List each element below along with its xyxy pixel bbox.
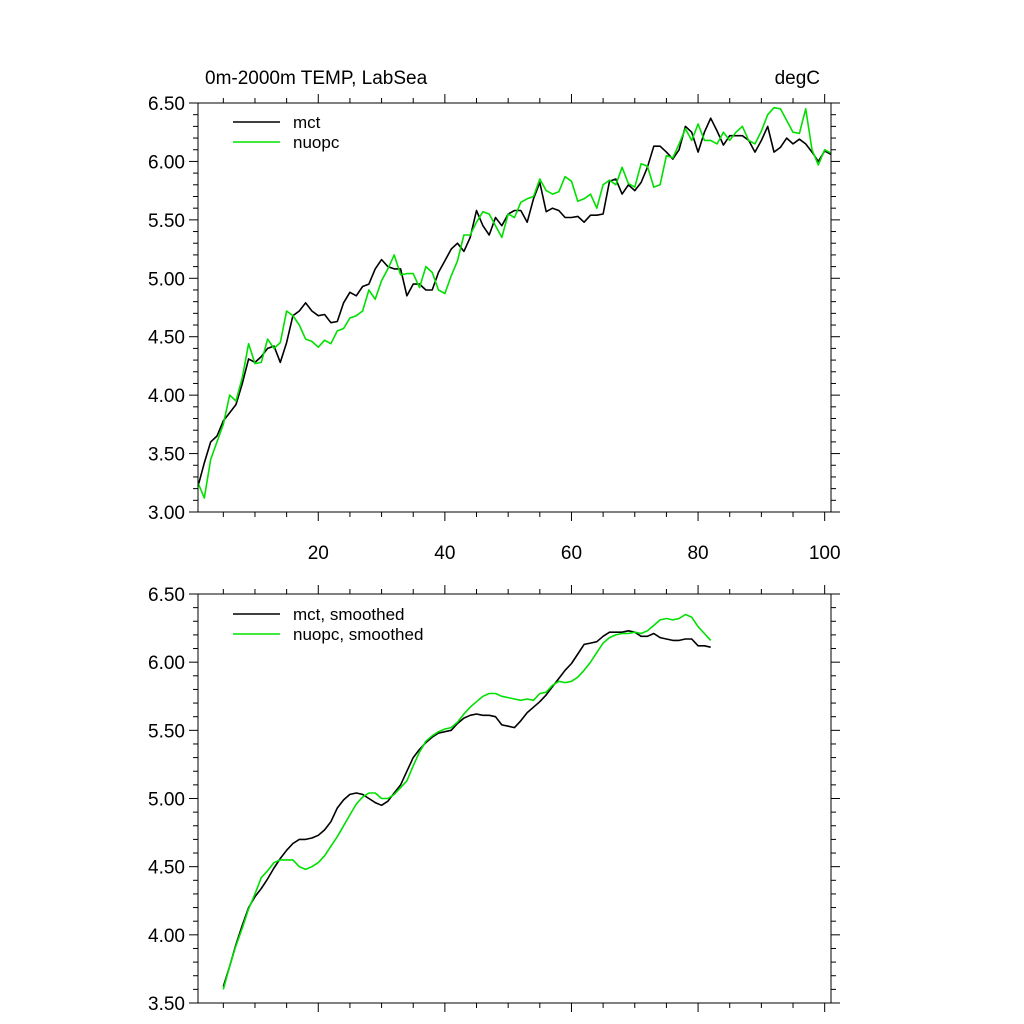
axis-tick-labels: 3.00 3.50 4.00 4.50 5.00 5.50 6.00 6.50 20 40 60 80… bbox=[148, 94, 841, 564]
legend-label-mct: mct bbox=[293, 113, 321, 132]
chart-title: 0m-2000m TEMP, LabSea bbox=[205, 68, 428, 89]
legend-label-mct-smoothed: mct, smoothed bbox=[293, 605, 405, 624]
y-tick-label: 5.00 bbox=[148, 269, 185, 290]
y-tick-label: 3.50 bbox=[148, 445, 185, 466]
y-tick-label: 5.50 bbox=[148, 721, 185, 742]
x-tick-label: 40 bbox=[434, 543, 455, 564]
plot-frame bbox=[197, 593, 832, 1004]
series-lines bbox=[197, 106, 832, 499]
x-tick-label: 60 bbox=[561, 543, 582, 564]
y-tick-label: 5.50 bbox=[148, 211, 185, 232]
axis-ticks bbox=[189, 94, 840, 521]
y-tick-label: 4.00 bbox=[148, 926, 185, 947]
legend: mct, smoothed nuopc, smoothed bbox=[233, 605, 423, 644]
series-line-mct-smoothed bbox=[222, 629, 711, 987]
legend-label-nuopc-smoothed: nuopc, smoothed bbox=[293, 625, 423, 644]
legend-label-nuopc: nuopc bbox=[293, 133, 340, 152]
x-tick-label: 80 bbox=[687, 543, 708, 564]
legend: mct nuopc bbox=[233, 113, 340, 152]
bottom-chart-panel: 3.50 4.00 4.50 5.00 5.50 6.00 6.50 mct, smooth… bbox=[148, 585, 840, 1015]
series-line-mct bbox=[197, 117, 832, 487]
axis-ticks bbox=[189, 585, 840, 1012]
y-tick-label: 6.50 bbox=[148, 94, 185, 115]
y-tick-label: 3.50 bbox=[148, 994, 185, 1015]
top-chart-panel: 0m-2000m TEMP, LabSea degC 3.00 3.50 4.00 4… bbox=[148, 68, 841, 564]
series-line-nuopc bbox=[197, 106, 832, 499]
x-tick-label: 20 bbox=[308, 543, 329, 564]
y-tick-label: 6.00 bbox=[148, 152, 185, 173]
y-tick-label: 4.50 bbox=[148, 328, 185, 349]
axis-tick-labels: 3.50 4.00 4.50 5.00 5.50 6.00 6.50 bbox=[148, 585, 185, 1015]
chart-units-label: degC bbox=[775, 68, 820, 89]
x-tick-label: 100 bbox=[809, 543, 841, 564]
y-tick-label: 3.00 bbox=[148, 503, 185, 524]
series-lines bbox=[222, 613, 712, 990]
y-tick-label: 5.00 bbox=[148, 790, 185, 811]
y-tick-label: 4.50 bbox=[148, 858, 185, 879]
y-tick-label: 4.00 bbox=[148, 386, 185, 407]
y-tick-label: 6.50 bbox=[148, 585, 185, 606]
series-line-nuopc-smoothed bbox=[222, 613, 712, 990]
y-tick-label: 6.00 bbox=[148, 653, 185, 674]
plot-frame bbox=[197, 102, 832, 513]
